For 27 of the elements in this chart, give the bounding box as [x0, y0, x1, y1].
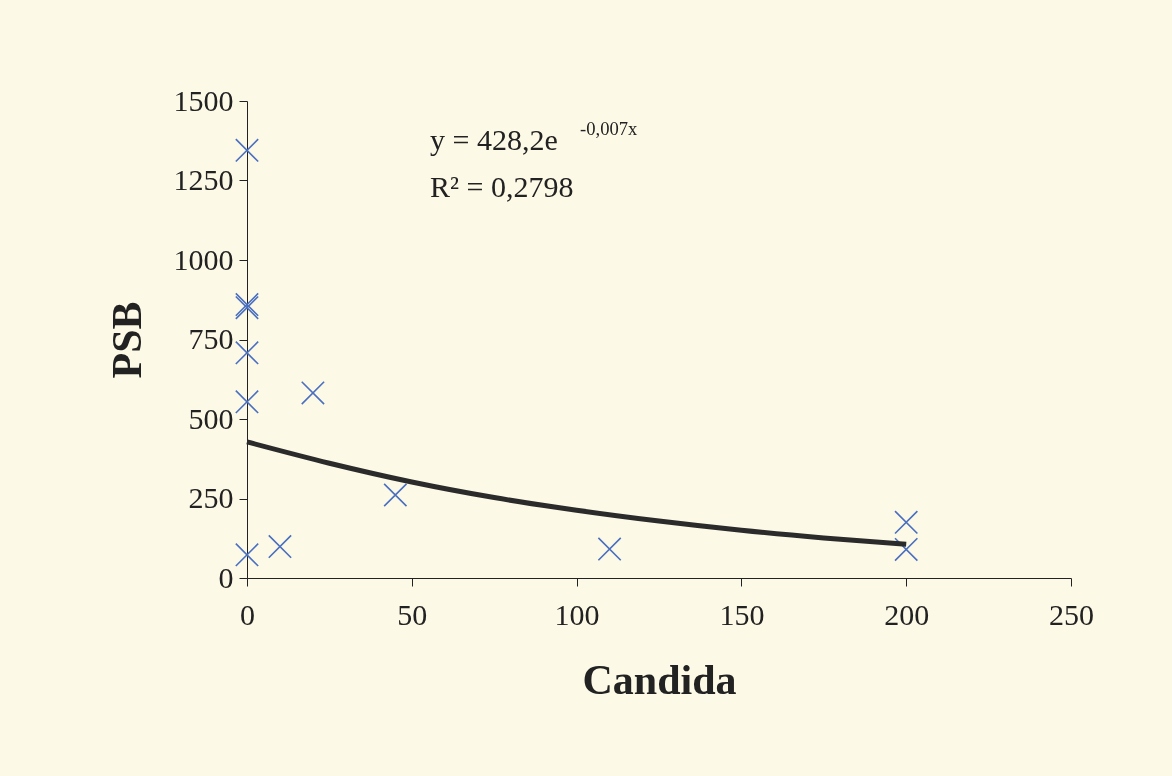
- point: [235, 138, 259, 163]
- x-tick-label: 50: [397, 597, 428, 631]
- point: [383, 483, 408, 507]
- x-tick-label: 250: [1049, 597, 1094, 631]
- point: [235, 340, 259, 365]
- y-tick-label: 1500: [173, 83, 234, 117]
- point: [300, 380, 325, 405]
- point: [894, 537, 919, 562]
- x-axis-title: Candida: [582, 656, 737, 703]
- y-tick-label: 1000: [173, 242, 234, 276]
- y-tick-label: 0: [218, 560, 234, 594]
- x-tick-label: 0: [240, 597, 255, 631]
- point: [235, 389, 259, 414]
- x-tick-label: 100: [554, 597, 600, 631]
- point: [597, 537, 622, 562]
- y-tick-label: 750: [188, 322, 234, 355]
- point: [267, 534, 292, 559]
- y-tick-label: 500: [188, 401, 234, 435]
- point: [235, 542, 259, 567]
- y-tick-label: 1250: [173, 163, 234, 196]
- x-tick-label: 150: [719, 597, 765, 631]
- y-tick-label: 250: [188, 481, 234, 514]
- annotation: R² = 0,2798: [430, 170, 574, 203]
- annotation: y = 428,2e-0,007x: [430, 118, 639, 156]
- point: [894, 510, 919, 535]
- x-tick-label: 200: [884, 597, 930, 631]
- y-axis-title: PSB: [103, 301, 150, 379]
